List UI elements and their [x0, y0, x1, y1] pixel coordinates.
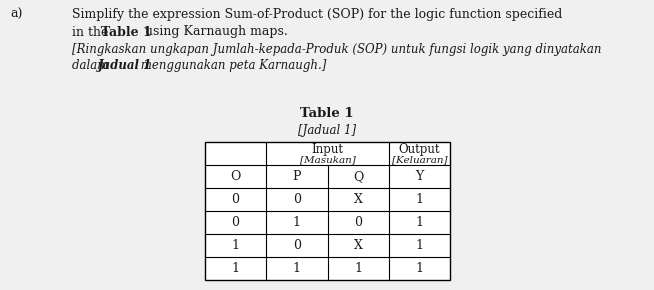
Text: in the: in the — [72, 26, 112, 39]
Text: 0: 0 — [232, 193, 239, 206]
Text: 1: 1 — [415, 216, 423, 229]
Text: 1: 1 — [415, 193, 423, 206]
Text: a): a) — [10, 8, 22, 21]
Text: Input: Input — [311, 142, 343, 155]
Text: 1: 1 — [232, 239, 239, 252]
Text: Simplify the expression Sum-of-Product (SOP) for the logic function specified: Simplify the expression Sum-of-Product (… — [72, 8, 562, 21]
Text: [Jadual 1]: [Jadual 1] — [298, 124, 356, 137]
Text: Y: Y — [415, 170, 424, 183]
Text: Table 1: Table 1 — [300, 107, 354, 120]
Text: Output: Output — [399, 142, 440, 155]
Bar — [205, 142, 450, 280]
Text: dalam: dalam — [72, 59, 112, 72]
Text: 1: 1 — [415, 262, 423, 275]
Text: 0: 0 — [232, 216, 239, 229]
Text: [Masukan]: [Masukan] — [300, 155, 355, 164]
Text: 0: 0 — [354, 216, 362, 229]
Text: 1: 1 — [415, 239, 423, 252]
Text: Q: Q — [353, 170, 364, 183]
Text: 1: 1 — [293, 216, 301, 229]
Text: X: X — [354, 193, 362, 206]
Text: 1: 1 — [354, 262, 362, 275]
Text: 0: 0 — [293, 193, 301, 206]
Text: 1: 1 — [293, 262, 301, 275]
Text: 0: 0 — [293, 239, 301, 252]
Text: menggunakan peta Karnaugh.]: menggunakan peta Karnaugh.] — [137, 59, 326, 72]
Text: P: P — [292, 170, 301, 183]
Text: 1: 1 — [232, 262, 239, 275]
Text: Table 1: Table 1 — [101, 26, 152, 39]
Text: O: O — [230, 170, 241, 183]
Text: using Karnaugh maps.: using Karnaugh maps. — [141, 26, 288, 39]
Text: [Keluaran]: [Keluaran] — [392, 155, 447, 164]
Text: X: X — [354, 239, 362, 252]
Text: Jadual 1: Jadual 1 — [97, 59, 152, 72]
Text: [Ringkaskan ungkapan Jumlah-kepada-Produk (SOP) untuk fungsi logik yang dinyatak: [Ringkaskan ungkapan Jumlah-kepada-Produ… — [72, 43, 602, 56]
Bar — [205, 142, 450, 280]
